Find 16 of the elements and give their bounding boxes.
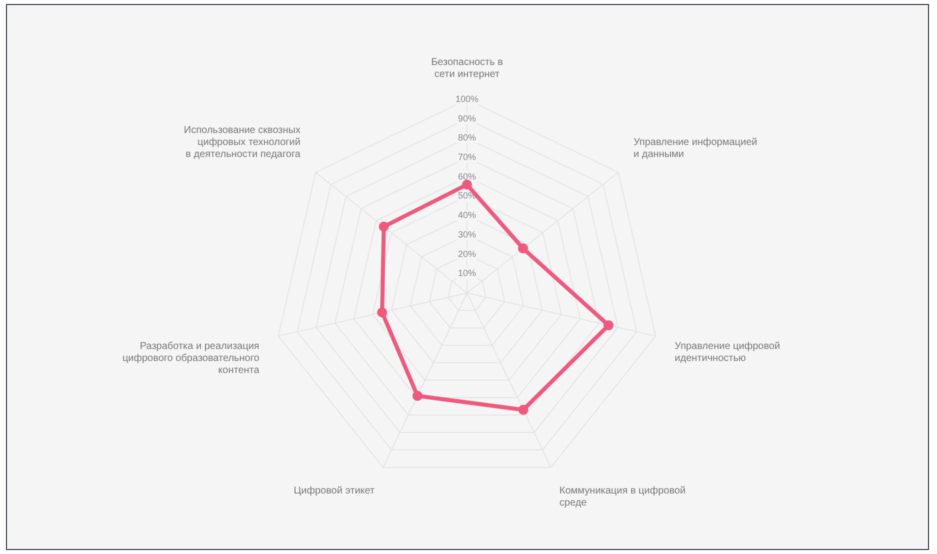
spoke-label: Разработка и реализация цифрового образовательного контента — [122, 341, 260, 376]
y-tick-label: 100% — [455, 94, 479, 104]
y-tick-label: 20% — [458, 248, 476, 259]
y-tick-label: 30% — [458, 229, 476, 240]
spoke-label: Коммуникация в цифровой среде — [559, 486, 686, 509]
spoke-label: Управление цифровой идентичностью — [674, 341, 780, 364]
spoke-label: Управление информацией и данными — [634, 136, 758, 160]
spoke-label: Цифровой этикет — [294, 486, 375, 497]
y-tick-label: 80% — [458, 132, 476, 143]
spoke-label: Использование сквозных цифровых технологий в деятельности педагога — [184, 124, 301, 160]
y-tick-label: 40% — [458, 210, 476, 220]
y-tick-label: 60% — [458, 171, 476, 182]
y-tick-label: 70% — [458, 152, 476, 162]
spoke-label: Безопасность в сети интернет — [431, 56, 503, 80]
y-tick-label: 90% — [458, 113, 476, 124]
y-tick-label: 10% — [458, 268, 476, 278]
